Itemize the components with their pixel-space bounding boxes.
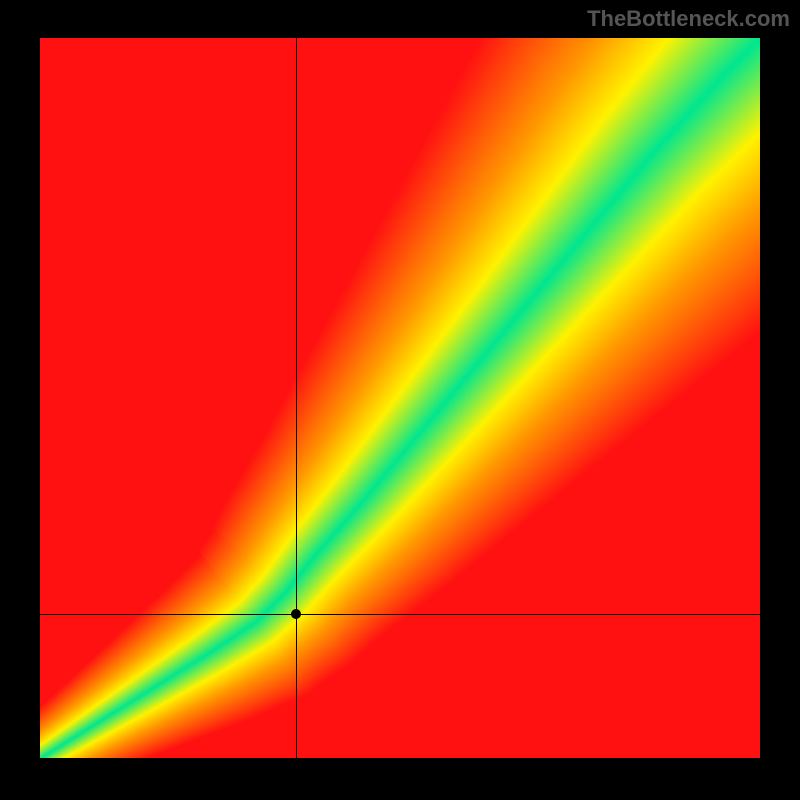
marker-dot xyxy=(291,609,301,619)
crosshair-horizontal xyxy=(40,614,760,615)
watermark: TheBottleneck.com xyxy=(587,6,790,32)
heatmap-canvas xyxy=(40,38,760,758)
crosshair-vertical xyxy=(296,38,297,758)
plot-area xyxy=(40,38,760,758)
